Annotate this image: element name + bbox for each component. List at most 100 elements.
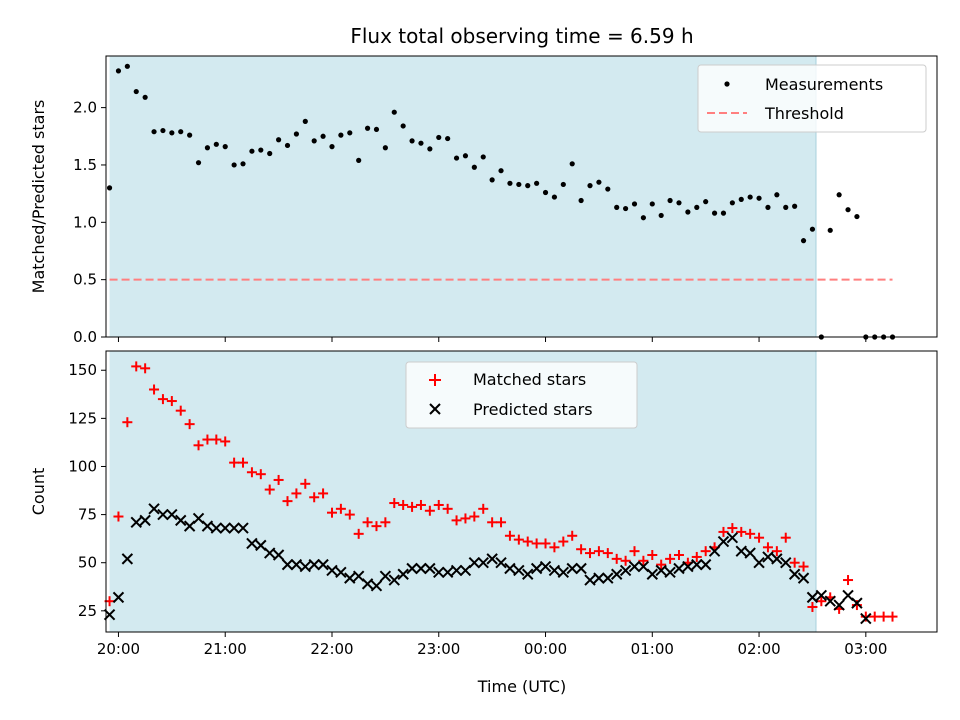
matched-star-point [673, 550, 684, 561]
predicted-star-point [557, 566, 570, 579]
matched-star-point [558, 536, 569, 547]
measurement-point [551, 194, 558, 200]
predicted-star-point [548, 564, 561, 577]
predicted-star-point [317, 558, 329, 571]
measurement-point [471, 164, 477, 170]
predicted-star-point [397, 568, 409, 580]
legend-measurements-label: Measurements [765, 75, 883, 94]
measurement-point [178, 129, 184, 135]
matched-star-point [576, 544, 587, 555]
measurement-point [276, 137, 282, 143]
matched-star-point [264, 484, 275, 495]
legend-predicted-marker [429, 403, 441, 415]
legend-predicted-label: Predicted stars [473, 400, 593, 419]
measurement-point [711, 210, 718, 216]
matched-star-point [451, 515, 462, 526]
measurement-point [667, 197, 673, 204]
measurement-point [231, 162, 237, 168]
matched-star-point [166, 396, 177, 407]
matched-star-point [175, 405, 186, 416]
matched-star-point [255, 469, 266, 480]
matched-star-point [736, 526, 747, 537]
predicted-star-point [290, 558, 303, 571]
predicted-star-point [210, 522, 223, 534]
matched-star-point [291, 488, 302, 499]
matched-star-point [789, 557, 800, 568]
predicted-star-point [477, 557, 489, 569]
measurement-point [480, 154, 486, 160]
measurement-point [765, 204, 771, 210]
matched-star-point [460, 513, 471, 524]
x-tick-label: 02:00 [737, 640, 780, 658]
measurement-point [427, 146, 433, 152]
measurement-point [169, 130, 175, 136]
legend-matched-label: Matched stars [473, 370, 586, 389]
predicted-star-point [308, 558, 320, 571]
predicted-star-point [860, 612, 872, 625]
matched-star-point [531, 538, 542, 549]
matched-star-point [131, 361, 142, 372]
matched-star-point [140, 363, 151, 374]
predicted-star-point [326, 564, 338, 577]
measurement-point [311, 138, 317, 144]
predicted-star-point [619, 564, 632, 577]
y-tick-label: 50 [78, 554, 97, 572]
measurement-point [489, 177, 495, 183]
bottom-legend: Matched stars Predicted stars [405, 361, 638, 429]
predicted-star-point [415, 562, 427, 575]
top-y-axis-label: Matched/Predicted stars [29, 100, 48, 294]
measurement-point [187, 132, 193, 138]
matched-star-point [220, 436, 231, 447]
predicted-star-point [406, 562, 418, 575]
measurement-point [649, 201, 655, 207]
predicted-star-point [112, 591, 125, 604]
measurement-point [462, 153, 469, 159]
measurement-point [373, 126, 380, 133]
matched-star-point [727, 523, 738, 534]
bottom-axes-frame [105, 350, 938, 633]
matched-star-point [318, 488, 329, 499]
matched-star-point [282, 496, 293, 507]
matched-star-point [780, 532, 791, 543]
predicted-star-point [788, 568, 801, 580]
predicted-star-point [682, 560, 694, 573]
matched-star-point [700, 546, 711, 557]
measurement-point [213, 141, 219, 147]
measurement-point [142, 94, 148, 100]
matched-star-point [300, 478, 311, 489]
matched-star-point [567, 530, 578, 541]
measurement-point [738, 196, 744, 202]
measurement-point [409, 138, 415, 144]
matched-star-point [656, 559, 667, 570]
measurement-point [498, 168, 504, 174]
matched-star-point [433, 499, 444, 510]
measurement-point [329, 144, 335, 150]
measurement-point [436, 134, 442, 141]
matched-star-point [878, 611, 889, 622]
measurement-point [845, 207, 851, 213]
matched-star-point [762, 542, 773, 553]
predicted-star-point [361, 578, 374, 590]
predicted-star-point [424, 562, 436, 575]
measurement-point [151, 129, 157, 135]
matched-star-point [611, 553, 622, 564]
predicted-star-point [450, 564, 463, 577]
measurement-point [694, 204, 700, 210]
measurement-point [106, 185, 113, 191]
predicted-star-point [344, 572, 356, 584]
predicted-star-point [379, 570, 392, 582]
y-tick-label: 2.0 [73, 99, 97, 117]
predicted-star-point [486, 553, 498, 565]
matched-star-point [344, 509, 355, 520]
matched-star-point [851, 600, 862, 611]
predicted-star-point [753, 557, 765, 569]
matched-star-point [798, 561, 809, 572]
measurement-point [320, 133, 326, 139]
matched-star-point [415, 499, 426, 510]
measurement-point [631, 201, 638, 207]
matched-star-point [389, 498, 400, 509]
predicted-star-point [726, 531, 739, 544]
x-tick-label: 20:00 [97, 640, 140, 658]
matched-star-point [843, 575, 854, 586]
